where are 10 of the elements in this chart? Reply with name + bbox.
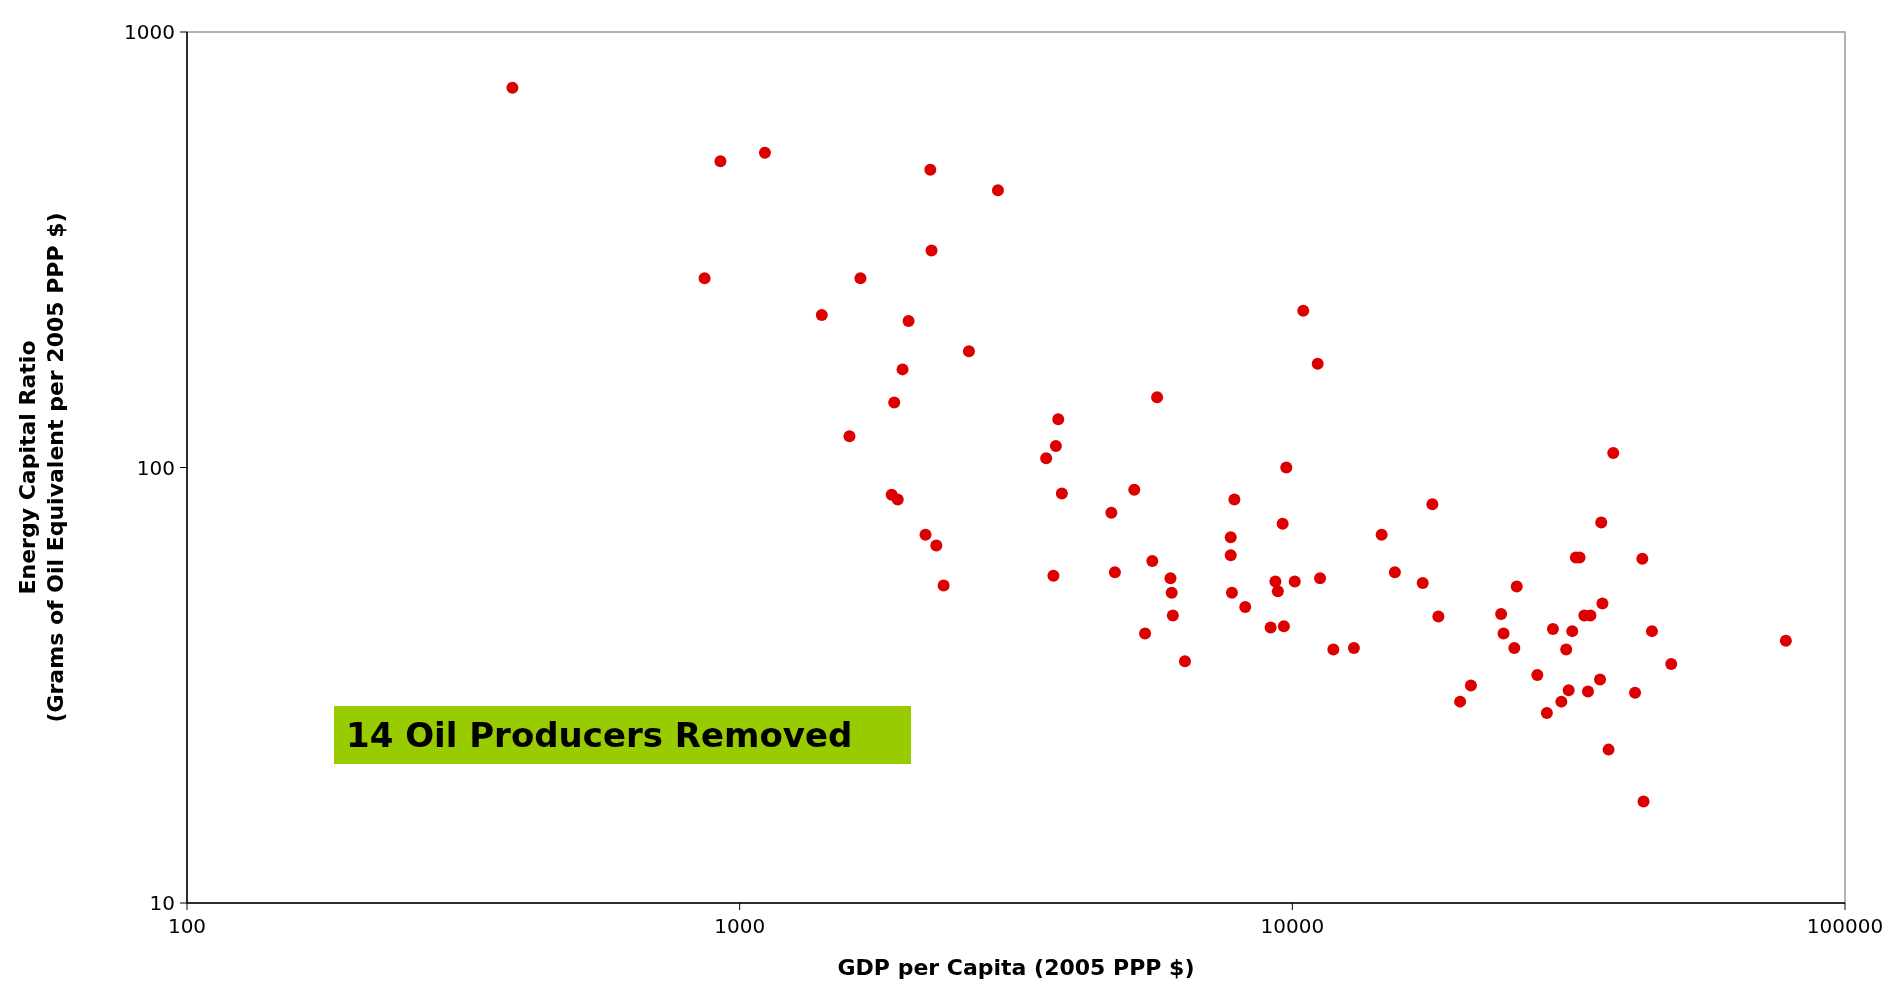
annotation: 14 Oil Producers Removed <box>346 714 853 755</box>
x-tick-label: 100 <box>167 914 207 938</box>
y-tick-label: 1000 <box>124 20 175 44</box>
x-axis-title: GDP per Capita (2005 PPP $) <box>837 955 1195 980</box>
y-tick-label: 10 <box>149 891 175 915</box>
x-tick-label: 100000 <box>1806 914 1884 938</box>
x-tick-label: 1000 <box>714 914 766 938</box>
y-tick-label: 100 <box>136 455 175 480</box>
y-axis-title: Energy Capital Ratio (Grams of Oil Equivalent per 2005 PPP $) <box>15 212 68 723</box>
x-tick-label: 10000 <box>1260 914 1325 938</box>
